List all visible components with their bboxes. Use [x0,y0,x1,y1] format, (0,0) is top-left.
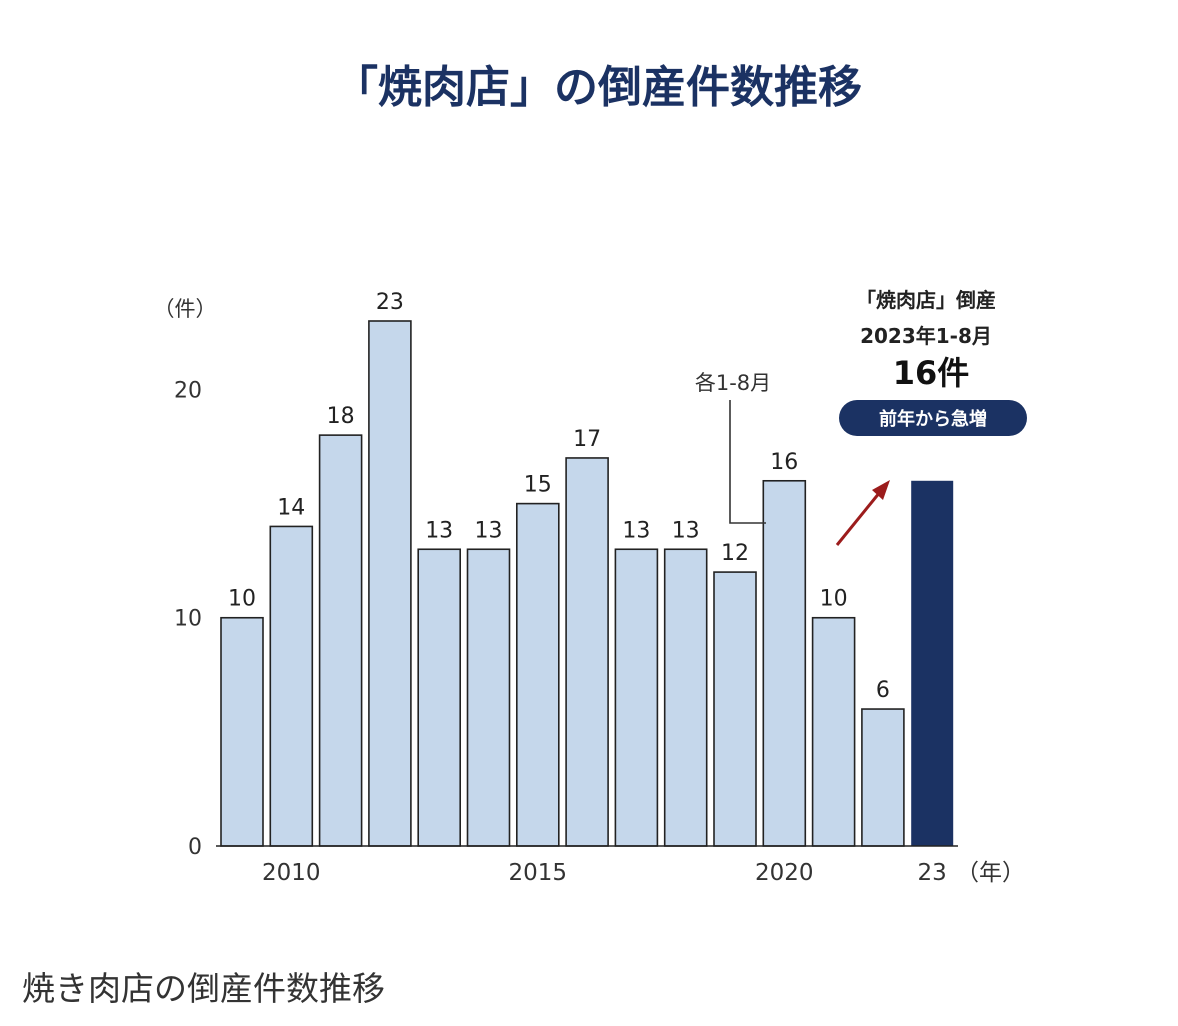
increase-arrow [835,491,882,546]
bar-2023 [911,480,954,846]
figure-caption: 焼き肉店の倒産件数推移 [22,969,385,1008]
partial-year-note: 各1-8月 [695,371,771,395]
bar-2014 [466,548,511,847]
y-tick-label-20: 20 [174,378,202,403]
value-label-2021: 10 [820,587,848,612]
value-label-2017: 13 [622,518,650,543]
x-tick-label-2015: 2015 [509,860,568,886]
bar-2018 [663,548,708,847]
value-label-2010: 14 [277,495,305,520]
callout-title: 「焼肉店」倒産 [856,288,996,312]
bar-2010 [269,525,314,847]
y-axis-unit: （件） [154,297,217,321]
bars [216,320,958,847]
y-tick-label-10: 10 [174,607,202,632]
value-label-2016: 17 [573,427,601,452]
increase-arrowhead [872,480,890,500]
y-tick-label-0: 0 [188,835,202,860]
bar-2015 [515,502,560,847]
bar-2013 [417,548,462,847]
value-label-2022: 6 [876,678,890,703]
bar-2017 [614,548,659,847]
value-label-2011: 18 [327,404,355,429]
bar-2019 [713,571,757,847]
value-label-2012: 23 [376,290,404,315]
value-label-2015: 15 [524,473,552,498]
callout-period: 2023年1-8月 [860,324,992,348]
partial-year-leader-line [729,400,766,524]
bar-2011 [318,434,363,847]
x-axis-ticks: 2010 2015 2020 23 [262,860,947,886]
x-tick-label-2020: 2020 [755,860,814,886]
bar-2009 [220,616,264,847]
value-label-2013: 13 [425,518,453,543]
y-axis-ticks: 0 10 20 [174,378,202,860]
x-tick-label-2023: 23 [918,860,947,886]
value-label-2019: 12 [721,541,749,566]
value-label-2018: 13 [672,518,700,543]
x-axis-unit: （年） [956,860,1025,886]
bar-2012 [368,320,412,847]
x-tick-label-2010: 2010 [262,860,321,886]
bar-2020 [762,479,807,847]
value-label-2020: 16 [770,450,798,475]
chart-title: 「焼肉店」の倒産件数推移 [334,62,862,113]
value-label-2009: 10 [228,587,256,612]
callout-badge-label: 前年から急増 [879,408,987,430]
callout-badge-bg [839,400,1027,436]
value-labels: 10 14 18 23 13 13 15 17 13 13 12 16 10 6 [228,290,890,703]
bar-2022 [861,708,905,847]
value-label-2014: 13 [475,518,503,543]
bar-2021 [811,616,856,847]
callout-count: 16件 [893,354,970,392]
bar-2016 [565,457,609,847]
